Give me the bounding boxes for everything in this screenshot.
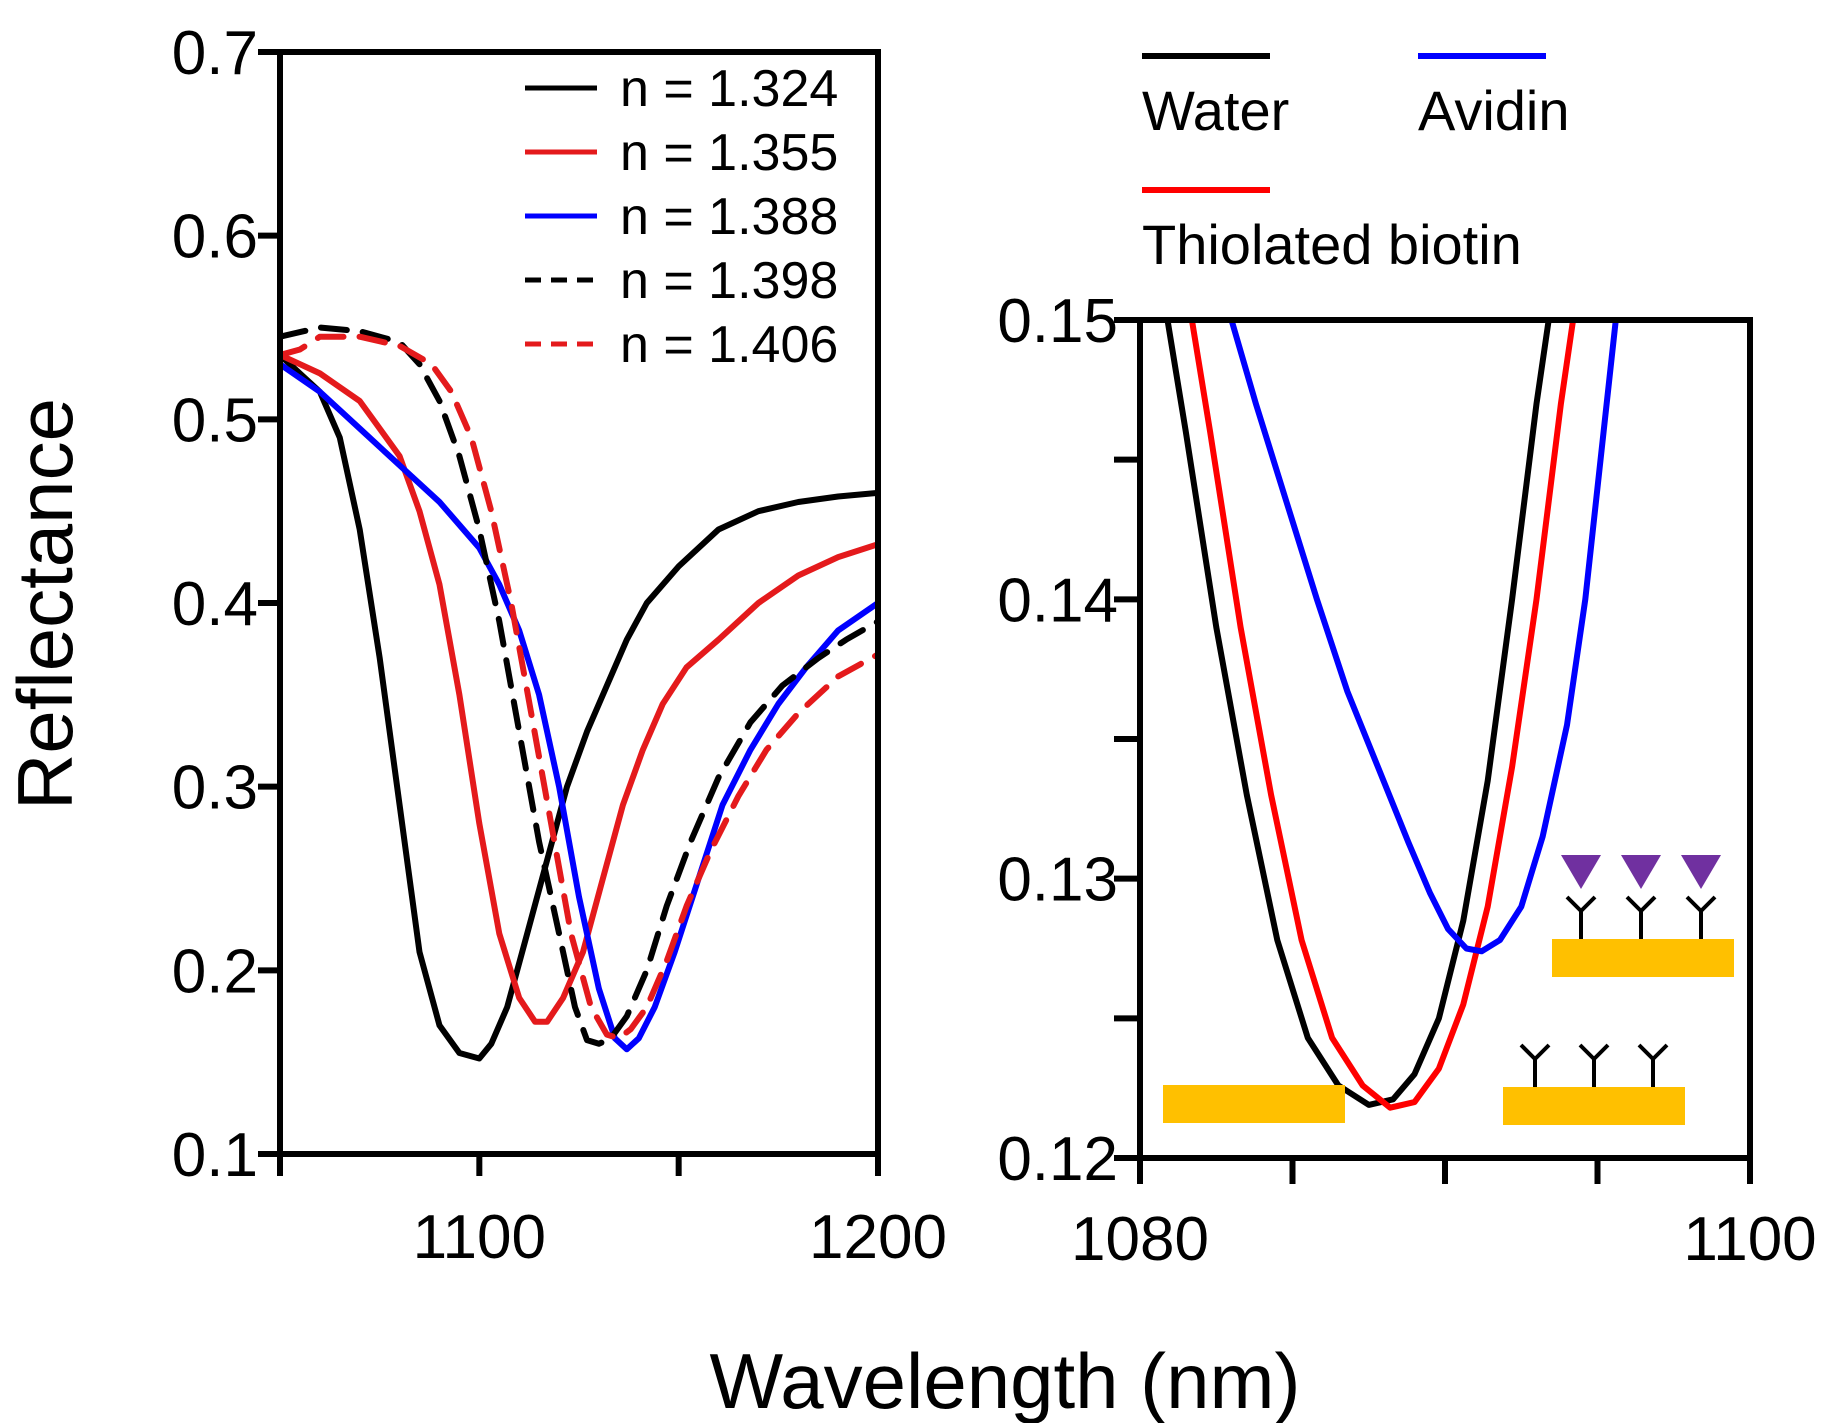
x-tick-label: 1100 [413, 1203, 546, 1272]
avidin-bound-receptor [1681, 855, 1721, 939]
series-line-5 [280, 333, 878, 1042]
biotin-receptor [1578, 1043, 1610, 1087]
series-line-2 [1188, 320, 1577, 1111]
series-line-1 [280, 352, 878, 1062]
left-legend: n = 1.324 n = 1.355 n = 1.388 n = 1.398 n = … [525, 60, 838, 374]
biotin-receptors [1519, 1043, 1669, 1087]
biotin-receptor [1519, 1043, 1551, 1087]
series-line-3 [280, 361, 878, 1053]
y-tick-label: 0.5 [172, 386, 258, 455]
y-tick-label: 0.6 [172, 203, 258, 272]
biotin-substrate [1503, 1087, 1685, 1125]
y-tick-label: 0.12 [997, 1125, 1118, 1194]
left-ticks: 0.1 0.2 0.3 0.4 0.5 0.6 0.7 1100 1200 [172, 19, 947, 1272]
legend-label: Thiolated biotin [1142, 213, 1522, 276]
avidin-bound-receptor [1561, 855, 1601, 939]
legend-label: n = 1.406 [620, 316, 838, 374]
legend-label: Water [1142, 79, 1289, 142]
avidin-substrate [1552, 939, 1734, 977]
legend-label: n = 1.355 [620, 124, 838, 182]
y-tick-label: 0.14 [997, 566, 1118, 635]
x-tick-label: 1100 [1683, 1205, 1816, 1274]
y-tick-label: 0.4 [172, 570, 258, 639]
right-series-lines [1164, 320, 1619, 1111]
legend-label: n = 1.398 [620, 252, 838, 310]
y-tick-label: 0.15 [997, 287, 1118, 356]
y-tick-label: 0.1 [172, 1121, 258, 1190]
avidin-receptors [1561, 855, 1721, 939]
series-line-3 [1228, 320, 1619, 955]
legend-label: n = 1.324 [620, 60, 838, 118]
legend-label: Avidin [1418, 79, 1570, 142]
y-tick-label: 0.3 [172, 754, 258, 823]
right-plot-frame [1137, 317, 1753, 1161]
x-axis-title: Wavelength (nm) [710, 1337, 1301, 1423]
y-axis-title: Reflectance [1, 398, 89, 810]
y-tick-label: 0.2 [172, 937, 258, 1006]
right-legend: Water Thiolated biotin Avidin [1142, 53, 1570, 276]
x-tick-label: 1080 [1071, 1205, 1209, 1274]
legend-label: n = 1.388 [620, 188, 838, 246]
surface-schematic [1163, 855, 1734, 1125]
right-ticks: 0.12 0.13 0.14 0.15 1080 1100 [997, 287, 1816, 1274]
y-tick-label: 0.13 [997, 846, 1118, 915]
biotin-receptor [1637, 1043, 1669, 1087]
left-series-lines [280, 324, 878, 1062]
series-line-2 [280, 352, 878, 1025]
right-panel: 0.12 0.13 0.14 0.15 1080 1100 Water Thiolated … [997, 53, 1817, 1274]
bare-substrate [1163, 1085, 1345, 1123]
x-tick-label: 1200 [809, 1203, 947, 1272]
avidin-bound-receptor [1621, 855, 1661, 939]
y-tick-label: 0.7 [172, 19, 258, 88]
